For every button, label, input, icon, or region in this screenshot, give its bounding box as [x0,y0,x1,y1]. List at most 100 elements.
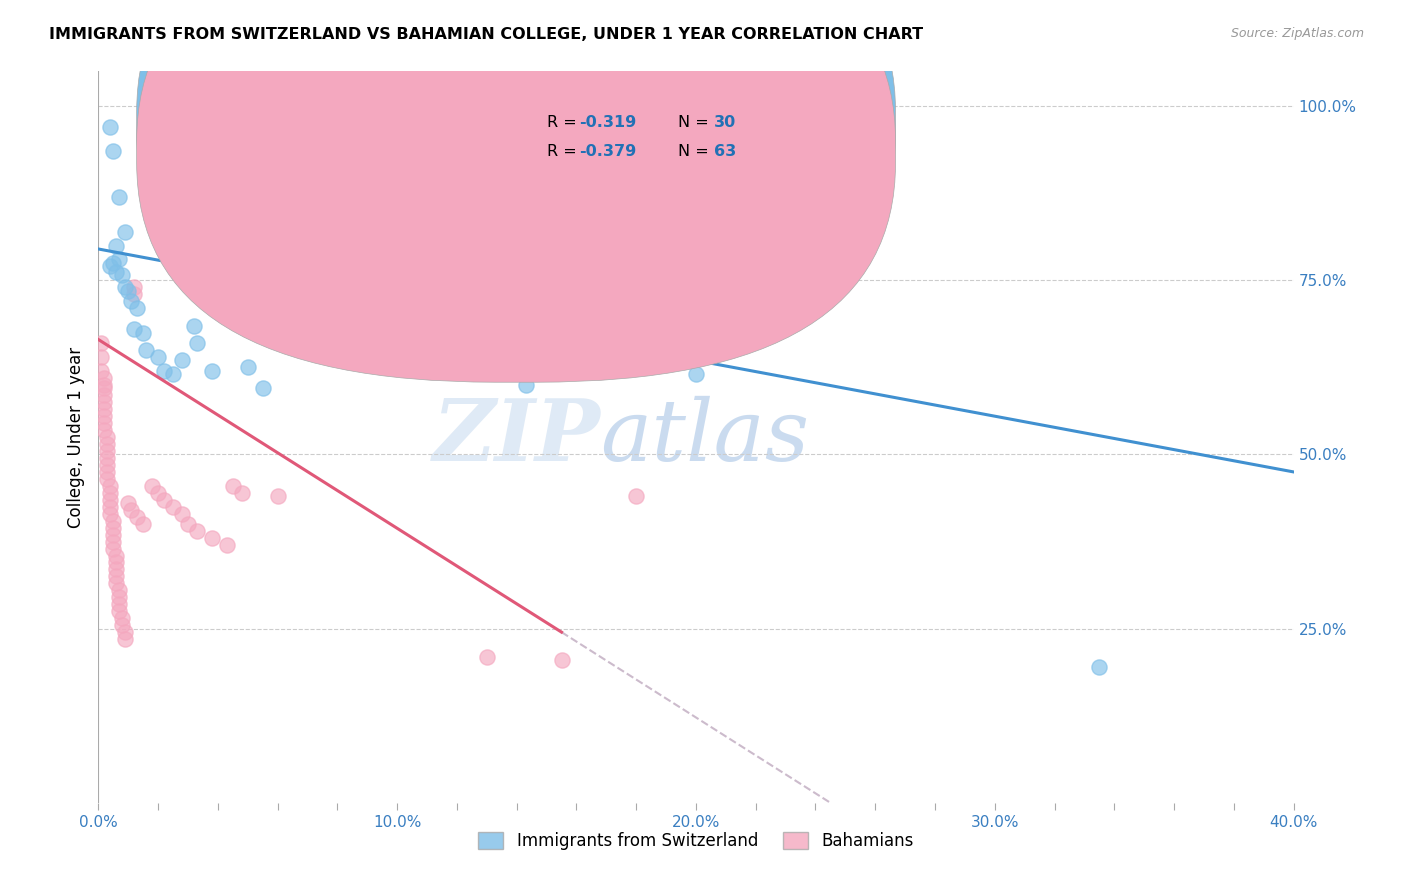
Point [231,485,253,500]
Point [90,350,112,364]
Point [1088,660,1111,674]
Point [93,423,115,437]
Point [103,145,125,159]
Point [120,294,142,309]
Point [186,524,208,538]
Point [215,538,238,552]
Point [108,252,131,267]
Point [93,402,115,417]
Point [162,368,184,382]
Point [201,364,224,378]
Y-axis label: College, Under 1 year: College, Under 1 year [66,346,84,528]
Point [267,489,290,503]
Point [103,521,125,535]
Point [132,517,155,532]
Text: R =: R = [547,115,582,130]
Point [93,371,115,385]
Point [96,450,118,465]
Point [103,534,125,549]
Point [127,301,149,316]
Point [114,632,136,646]
Point [148,350,170,364]
Point [515,377,537,392]
Point [186,336,208,351]
Point [105,569,128,583]
Point [148,485,170,500]
Point [114,225,136,239]
Text: N =: N = [678,145,714,160]
Text: -0.319: -0.319 [579,115,636,130]
Point [120,503,142,517]
Point [103,256,125,270]
Point [98,485,122,500]
Point [183,318,205,333]
Point [135,343,157,357]
Point [201,531,224,545]
Point [114,625,136,640]
Text: N =: N = [678,115,714,130]
Point [124,280,146,294]
Point [111,268,134,282]
Point [98,260,122,274]
Text: 30: 30 [714,115,737,130]
Text: Source: ZipAtlas.com: Source: ZipAtlas.com [1230,27,1364,40]
Point [108,190,131,204]
Point [93,377,115,392]
FancyBboxPatch shape [136,0,896,353]
Point [90,336,112,351]
Point [127,510,149,524]
Point [153,492,176,507]
Point [96,465,118,479]
Point [105,556,128,570]
Point [385,360,409,375]
Point [685,368,707,382]
Point [96,437,118,451]
Point [108,583,131,598]
Point [475,649,498,664]
Text: R =: R = [547,145,582,160]
Point [96,472,118,486]
Point [108,604,131,618]
Point [103,541,125,556]
Point [105,562,128,576]
Point [108,591,131,605]
Point [124,322,146,336]
Point [103,527,125,541]
Text: IMMIGRANTS FROM SWITZERLAND VS BAHAMIAN COLLEGE, UNDER 1 YEAR CORRELATION CHART: IMMIGRANTS FROM SWITZERLAND VS BAHAMIAN … [49,27,924,42]
Point [114,280,136,294]
Point [108,597,131,611]
FancyBboxPatch shape [136,0,896,383]
Point [98,492,122,507]
Point [117,496,139,510]
Point [141,479,163,493]
Text: -0.379: -0.379 [579,145,636,160]
Point [105,576,128,591]
Point [93,395,115,409]
Point [98,500,122,514]
Text: ZIP: ZIP [433,395,600,479]
Point [177,517,200,532]
Point [98,479,122,493]
Point [96,430,118,444]
Point [98,120,122,134]
Point [626,489,648,503]
Point [93,409,115,424]
Point [93,416,115,430]
Point [117,284,139,298]
Point [252,381,274,395]
Point [153,364,176,378]
Point [93,381,115,395]
Point [132,326,155,340]
FancyBboxPatch shape [470,94,828,203]
Point [111,618,134,632]
Point [93,388,115,402]
Point [105,265,128,279]
Point [105,549,128,563]
Point [172,507,194,521]
Text: atlas: atlas [600,396,810,478]
Point [90,364,112,378]
Text: 63: 63 [714,145,737,160]
Point [105,238,128,252]
Point [162,500,184,514]
Point [98,507,122,521]
